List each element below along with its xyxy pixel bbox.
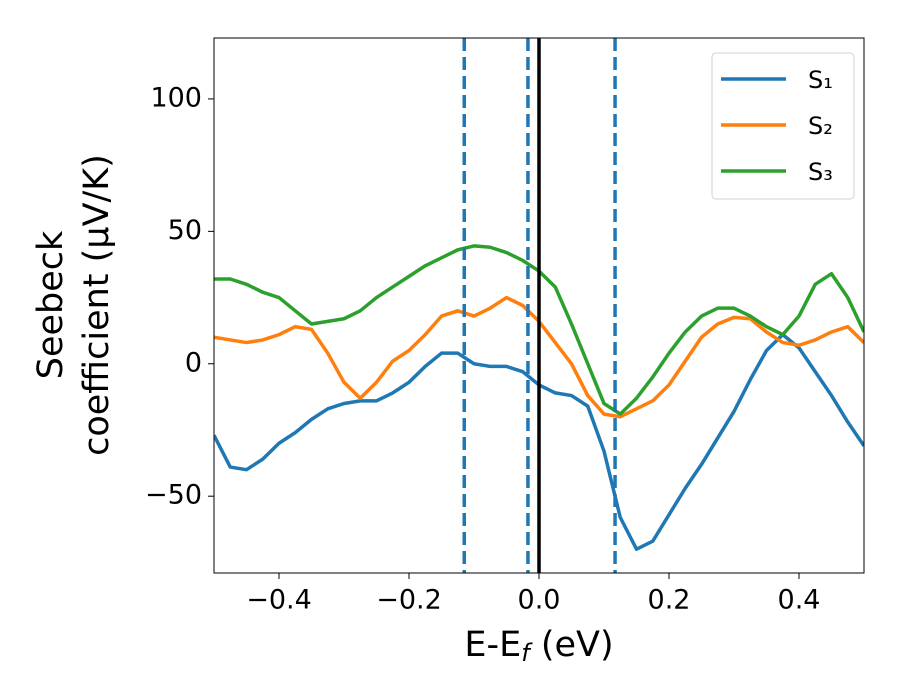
x-axis-label: E-Ef (eV)	[464, 625, 613, 667]
y-tick-label: 100	[150, 82, 202, 113]
x-tick-label: 0.4	[778, 585, 821, 616]
x-tick-label: 0.0	[518, 585, 561, 616]
legend-label: S₃	[808, 158, 833, 186]
plot-frame	[213, 37, 865, 574]
legend-label: S₂	[808, 112, 833, 140]
x-tick-label: 0.2	[648, 585, 691, 616]
y-tick-label: 50	[168, 215, 202, 246]
y-tick-label: 0	[185, 347, 202, 378]
plot-area	[214, 38, 864, 573]
legend-label: S₁	[808, 66, 833, 94]
x-label-text: E-E	[464, 625, 521, 665]
y-axis-label-line1: Seebeck	[31, 230, 71, 379]
x-tick-label: −0.4	[246, 585, 312, 616]
y-axis-label-line2: coefficient (μV/K)	[77, 154, 117, 456]
x-label-after: (eV)	[530, 625, 614, 665]
y-tick-label: −50	[145, 480, 202, 511]
x-tick-label: −0.2	[376, 585, 442, 616]
